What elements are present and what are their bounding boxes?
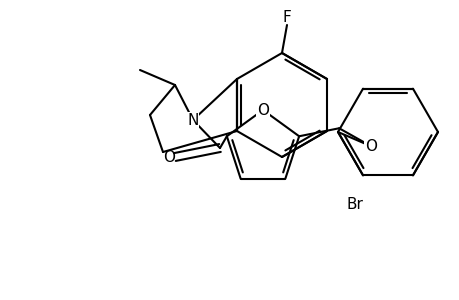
Text: O: O [162,149,174,164]
Text: Br: Br [346,197,363,212]
Text: N: N [187,112,198,128]
Text: O: O [364,139,376,154]
Text: O: O [257,103,269,118]
Text: F: F [282,10,291,25]
